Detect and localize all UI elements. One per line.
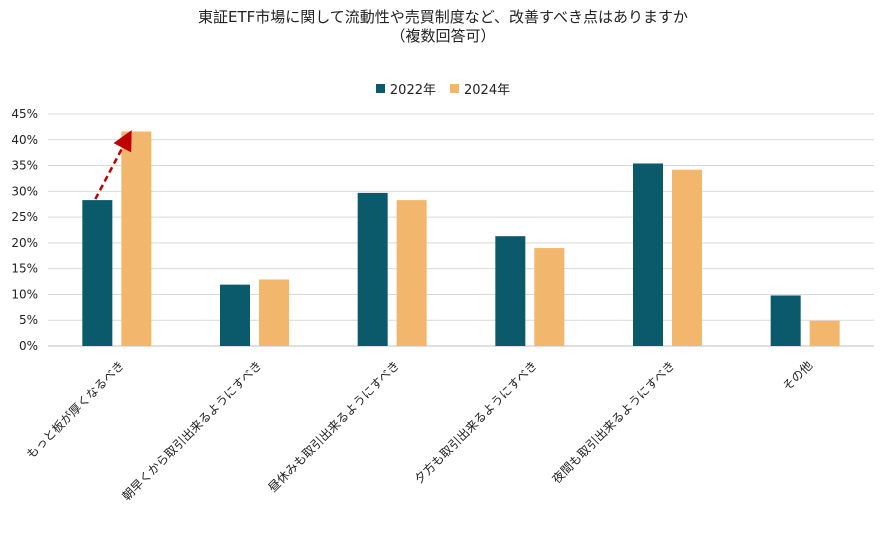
y-tick-label: 45% [11, 107, 38, 121]
x-tick-label: 朝早くから取引出来るようにすべき [119, 358, 264, 503]
legend-item-2024: 2024年 [450, 79, 510, 98]
bar [220, 284, 250, 346]
legend-swatch-2022 [375, 84, 385, 93]
legend-label-2024: 2024年 [464, 83, 511, 98]
y-tick-label: 25% [11, 210, 38, 224]
bar [534, 248, 565, 346]
bar [633, 163, 663, 346]
x-tick-label: もっと板が厚くなるべき [23, 358, 127, 462]
y-tick-label: 20% [11, 236, 38, 250]
chart-subtitle: （複数回答可） [390, 27, 496, 45]
bar [495, 236, 526, 346]
legend-item-2022: 2022年 [375, 79, 436, 98]
x-tick-label: 夕方も取引出来るようにすべき [411, 358, 540, 487]
legend-swatch-2024 [450, 84, 459, 93]
y-tick-label: 40% [11, 133, 38, 147]
chart-title: 東証ETF市場に関して流動性や売買制度など、改善すべき点はありますか [197, 8, 689, 26]
bar [770, 295, 801, 346]
y-tick-label: 35% [11, 159, 38, 173]
y-tick-label: 0% [19, 339, 38, 353]
bar [809, 320, 840, 346]
bar [259, 279, 289, 346]
y-tick-label: 5% [19, 313, 38, 327]
legend: 2022年 2024年 [0, 79, 886, 98]
bar [121, 131, 152, 346]
x-tick-label: 夜間も取引出来るようにすべき [549, 358, 678, 487]
x-tick-label: 昼休みも取引出来るようにすべき [266, 358, 403, 495]
legend-label-2022: 2022年 [389, 83, 436, 98]
bar [357, 192, 388, 346]
bar [82, 200, 113, 346]
x-tick-label: その他 [780, 358, 815, 393]
annotation-arrow [94, 130, 132, 200]
y-tick-label: 10% [11, 287, 38, 301]
bar [396, 200, 427, 346]
y-tick-label: 15% [11, 262, 38, 276]
y-tick-label: 30% [11, 184, 38, 198]
bar [672, 169, 702, 346]
